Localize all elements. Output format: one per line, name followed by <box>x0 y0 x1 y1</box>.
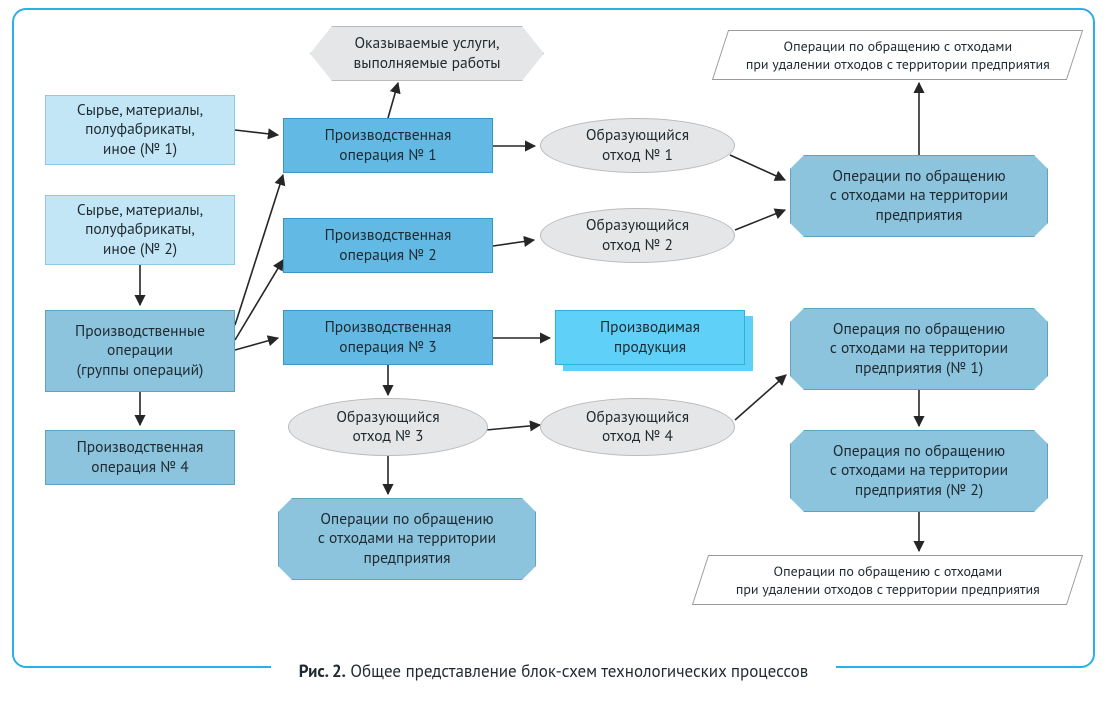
node-waste4: Образующийся отход № 4 <box>540 398 735 456</box>
node-waste3: Образующийся отход № 3 <box>288 398 488 456</box>
node-para1: Операции по обращению с отходами при уда… <box>712 30 1083 80</box>
node-raw2: Сырье, материалы, полуфабрикаты, иное (№… <box>45 195 235 265</box>
node-oct_c: Операции по обращению с отходами на терр… <box>278 498 536 580</box>
caption-label: Рис. 2. <box>299 660 346 682</box>
figure-caption: Рис. 2. Общее представление блок-схем те… <box>0 656 1107 686</box>
node-raw1: Сырье, материалы, полуфабрикаты, иное (№… <box>45 95 235 165</box>
node-oct_r3: Операция по обращению с отходами на терр… <box>790 430 1048 512</box>
node-waste1: Образующийся отход № 1 <box>540 118 735 173</box>
node-oct_r2: Операция по обращению с отходами на терр… <box>790 308 1048 390</box>
node-op3: Производственная операция № 3 <box>283 310 493 365</box>
node-waste2: Образующийся отход № 2 <box>540 208 735 263</box>
node-para2: Операции по обращению с отходами при уда… <box>692 555 1083 605</box>
node-op1: Производственная операция № 1 <box>283 118 493 173</box>
node-op2: Производственная операция № 2 <box>283 218 493 273</box>
node-prod: Производимая продукция <box>555 310 745 365</box>
node-svc: Оказываемые услуги, выполняемые работы <box>310 26 544 81</box>
node-group: Производственные операции (группы операц… <box>45 310 235 392</box>
node-oct_r1: Операции по обращению с отходами на терр… <box>790 155 1048 237</box>
node-op4: Производственная операция № 4 <box>45 430 235 485</box>
caption-text: Общее представление блок-схем технологич… <box>350 660 808 682</box>
